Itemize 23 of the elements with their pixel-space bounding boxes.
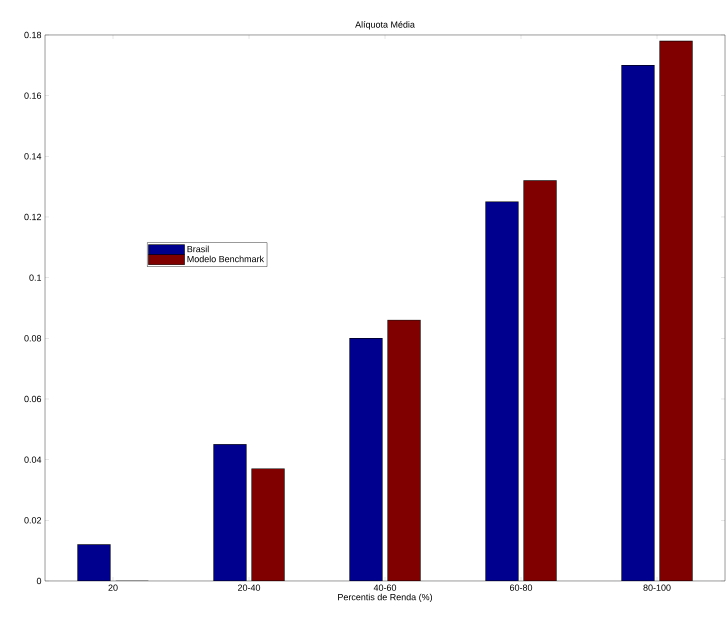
x-axis-title: Percentis de Renda (%) [338, 594, 432, 602]
y-tick-label: 0.1 [29, 274, 42, 281]
bar [387, 320, 421, 581]
x-tick-label: 20 [108, 584, 118, 591]
x-tick-label: 40-60 [374, 584, 396, 591]
legend-label: Modelo Benchmark [188, 256, 264, 262]
y-tick-label: 0.12 [24, 214, 42, 220]
y-tick-label: 0.02 [24, 517, 42, 524]
y-tick-label: 0.08 [24, 335, 42, 342]
legend-label: Brasil [188, 246, 209, 252]
y-tick-label: 0 [36, 578, 42, 584]
bar [523, 180, 557, 581]
x-tick-label: 20-40 [238, 584, 260, 591]
bar [251, 468, 285, 581]
y-tick-label: 0.04 [24, 456, 42, 463]
chart-title: Alíquota Média [355, 21, 415, 30]
bar [659, 40, 693, 581]
x-tick-label: 80-100 [643, 584, 671, 591]
y-tick-label: 0.06 [24, 396, 42, 402]
y-tick-label: 0.18 [24, 32, 42, 38]
y-tick-label: 0.16 [24, 92, 42, 99]
y-tick-label: 0.14 [24, 153, 42, 160]
x-tick-label: 60-80 [510, 584, 532, 591]
